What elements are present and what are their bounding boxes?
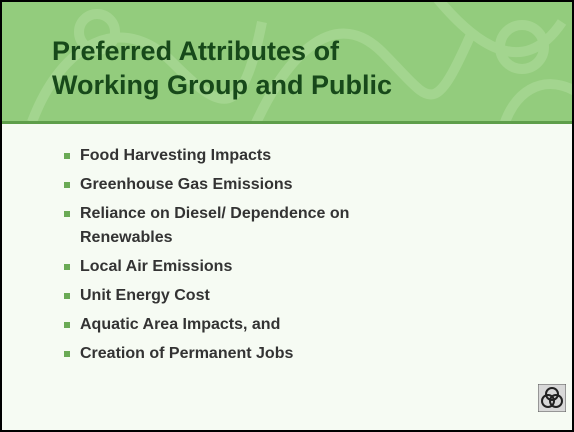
slide-title: Preferred Attributes of Working Group an… (52, 34, 392, 102)
header-rule (2, 121, 572, 124)
logo (538, 384, 566, 412)
bullet-list: Food Harvesting Impacts Greenhouse Gas Em… (64, 144, 440, 371)
header-swirls (27, 2, 572, 122)
bullet-item: Greenhouse Gas Emissions (64, 173, 440, 197)
title-line: Working Group and Public (52, 70, 393, 100)
bullet-item: Food Harvesting Impacts (64, 144, 440, 168)
header: Preferred Attributes of Working Group an… (2, 2, 572, 122)
title-line: Preferred Attributes of (52, 36, 340, 66)
bullet-item: Local Air Emissions (64, 255, 440, 279)
bullet-item: Creation of Permanent Jobs (64, 342, 440, 366)
bullet-item: Unit Energy Cost (64, 284, 440, 308)
bullet-item: Aquatic Area Impacts, and (64, 313, 440, 337)
bullet-item: Reliance on Diesel/ Dependence on Renewa… (64, 202, 440, 250)
